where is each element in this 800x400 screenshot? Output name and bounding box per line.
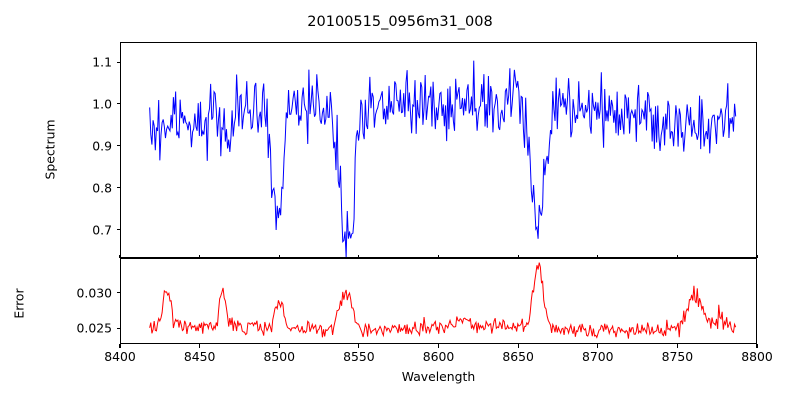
error-plot-panel — [120, 258, 757, 344]
x-tick-mark — [517, 344, 519, 348]
spectrum-plot-panel — [120, 42, 757, 258]
x-tick-mark-upper-panel — [597, 254, 599, 258]
y-tick-mark-error — [116, 292, 120, 294]
chart-title: 20100515_0956m31_008 — [307, 14, 493, 30]
x-tick-label: 8500 — [263, 349, 296, 364]
x-tick-mark — [437, 344, 440, 348]
x-tick-mark-upper-panel — [199, 254, 201, 258]
y-tick-label-spectrum: 1.0 — [92, 96, 112, 112]
x-tick-label: 8400 — [104, 349, 136, 364]
y-tick-mark-spectrum — [116, 103, 120, 105]
spectrum-data-line — [149, 60, 737, 257]
x-tick-label: 8650 — [502, 349, 534, 364]
x-tick-mark — [358, 344, 360, 348]
x-tick-mark — [597, 344, 599, 348]
x-tick-mark-upper-panel — [676, 254, 678, 258]
x-tick-mark — [119, 344, 121, 348]
y-tick-mark-spectrum — [116, 145, 120, 147]
x-tick-mark-upper-panel — [437, 254, 440, 258]
y-tick-mark-spectrum — [116, 228, 120, 231]
x-tick-label: 8800 — [741, 349, 773, 364]
x-tick-mark — [199, 344, 201, 348]
x-tick-mark — [756, 344, 758, 348]
y-tick-mark-spectrum — [116, 61, 120, 63]
x-tick-label: 8700 — [581, 349, 614, 364]
y-axis-label-spectrum: Spectrum — [42, 119, 58, 180]
spectrum-line-svg — [149, 60, 737, 257]
y-tick-label-spectrum: 0.8 — [92, 180, 112, 196]
x-tick-label: 8600 — [422, 349, 455, 364]
y-tick-mark-spectrum — [116, 187, 120, 189]
x-tick-mark-upper-panel — [278, 254, 280, 258]
y-tick-label-spectrum: 1.1 — [92, 54, 112, 70]
y-tick-label-spectrum: 0.7 — [92, 222, 112, 238]
x-tick-label: 8750 — [661, 349, 694, 364]
x-tick-label: 8550 — [343, 349, 375, 364]
x-tick-mark-upper-panel — [517, 254, 519, 258]
error-line-svg — [149, 262, 737, 339]
error-data-line — [149, 262, 737, 339]
y-tick-label-error: 0.030 — [76, 285, 112, 301]
x-tick-mark — [278, 344, 280, 348]
y-tick-label-spectrum: 0.9 — [92, 138, 112, 154]
x-tick-mark — [676, 344, 678, 348]
x-tick-mark-upper-panel — [358, 254, 360, 258]
x-tick-mark-upper-panel — [119, 254, 121, 258]
x-tick-label: 8450 — [183, 349, 216, 364]
x-tick-mark-upper-panel — [756, 254, 758, 258]
y-tick-label-error: 0.025 — [76, 320, 112, 336]
y-axis-label-error: Error — [11, 288, 27, 319]
y-tick-mark-error — [116, 327, 120, 329]
x-axis-label-wavelength: Wavelength — [401, 369, 476, 384]
